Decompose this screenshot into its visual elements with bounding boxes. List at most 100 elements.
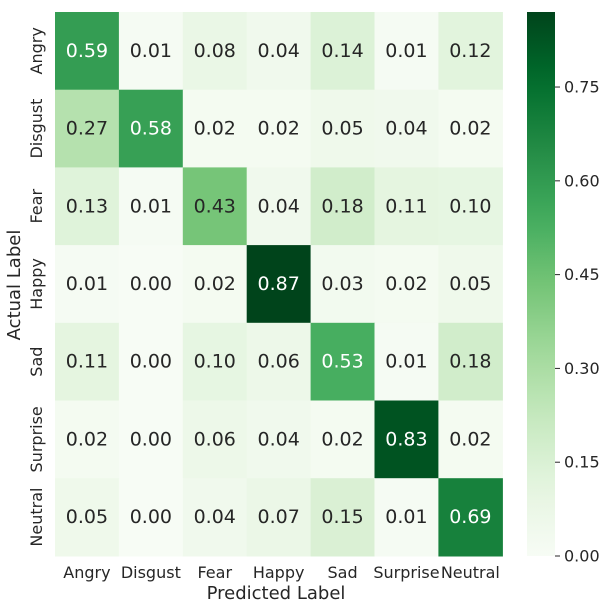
heatmap-cell: [118, 89, 184, 168]
heatmap-value-label: 0.00: [130, 351, 172, 373]
heatmap-value-label: 0.43: [194, 195, 236, 217]
x-axis-tick-labels: Angry Disgust Fear Happy Sad Surprise Neutral: [63, 563, 500, 582]
y-tick-label: Sad: [27, 347, 46, 377]
heatmap-value-label: 0.01: [385, 506, 427, 528]
heatmap-value-label: 0.02: [257, 118, 299, 140]
colorbar-tick-label: 0.75: [564, 78, 600, 97]
heatmap-value-label: 0.07: [257, 506, 299, 528]
heatmap-cell: [55, 245, 120, 324]
heatmap-value-label: 0.02: [194, 273, 236, 295]
heatmap-cell: [310, 12, 376, 91]
heatmap-cell: [374, 167, 439, 246]
heatmap-value-label: 0.05: [321, 118, 363, 140]
heatmap-value-label: 0.87: [257, 273, 299, 295]
colorbar-tick-label: 0.60: [564, 171, 600, 190]
heatmap-value-label: 0.06: [257, 351, 299, 373]
x-tick-label: Surprise: [373, 563, 439, 582]
colorbar-tick-label: 0.30: [564, 359, 600, 378]
heatmap-value-label: 0.02: [449, 428, 491, 450]
heatmap-value-label: 0.02: [321, 428, 363, 450]
heatmap-value-label: 0.10: [194, 351, 236, 373]
colorbar-tick-label: 0.00: [564, 547, 600, 566]
x-tick-label: Neutral: [441, 563, 500, 582]
heatmap-cell: [118, 245, 184, 324]
heatmap-value-label: 0.02: [194, 118, 236, 140]
heatmap-cell: [438, 12, 503, 91]
heatmap-cell: [246, 322, 312, 402]
heatmap-value-label: 0.14: [321, 40, 363, 62]
heatmap-cell: [438, 322, 503, 402]
heatmap-cell: [118, 478, 184, 557]
heatmap-cell: [438, 167, 503, 246]
heatmap-cell: [55, 478, 120, 557]
heatmap-cell: [438, 400, 503, 479]
y-tick-label: Neutral: [27, 488, 46, 547]
heatmap-cell: [182, 400, 248, 479]
heatmap-cell: [246, 245, 312, 324]
heatmap-cell: [374, 245, 439, 324]
heatmap-value-label: 0.00: [130, 428, 172, 450]
heatmap-value-label: 0.02: [449, 118, 491, 140]
heatmap-value-label: 0.01: [385, 40, 427, 62]
heatmap-cell: [246, 478, 312, 557]
heatmap-cell: [374, 322, 439, 402]
y-tick-label: Surprise: [27, 406, 46, 472]
heatmap-value-label: 0.11: [66, 351, 108, 373]
heatmap-value-label: 0.01: [130, 195, 172, 217]
heatmap-value-label: 0.58: [130, 118, 172, 140]
x-axis-label: Predicted Label: [207, 583, 346, 604]
heatmap-cell: [118, 322, 184, 402]
heatmap-cell: [374, 400, 439, 479]
heatmap-cell: [55, 12, 120, 91]
heatmap-value-label: 0.11: [385, 195, 427, 217]
y-tick-label: Disgust: [27, 99, 46, 159]
heatmap-cell: [118, 167, 184, 246]
heatmap-cell: [55, 322, 120, 402]
heatmap-cell: [182, 322, 248, 402]
heatmap-value-label: 0.15: [321, 506, 363, 528]
heatmap-value-label: 0.18: [321, 195, 363, 217]
heatmap-value-label: 0.13: [66, 195, 108, 217]
heatmap-cell: [374, 12, 439, 91]
heatmap-value-label: 0.83: [385, 428, 427, 450]
heatmap-cell: [55, 167, 120, 246]
heatmap-cell: [55, 89, 120, 168]
colorbar-tick-labels: 0.00 0.15 0.30 0.45 0.60 0.75: [555, 78, 600, 566]
heatmap-value-label: 0.05: [66, 506, 108, 528]
heatmap-cell: [310, 478, 376, 557]
x-tick-label: Happy: [253, 563, 305, 582]
heatmap-cell: [438, 89, 503, 168]
heatmap-value-label: 0.04: [194, 506, 236, 528]
heatmap-value-label: 0.00: [130, 506, 172, 528]
heatmap-value-label: 0.04: [257, 40, 299, 62]
y-tick-label: Fear: [27, 189, 46, 224]
x-tick-label: Fear: [197, 563, 232, 582]
heatmap-value-label: 0.00: [130, 273, 172, 295]
heatmap-cell: [246, 12, 312, 91]
heatmap-value-label: 0.04: [385, 118, 427, 140]
heatmap-cell: [246, 89, 312, 168]
heatmap-cell: [182, 478, 248, 557]
heatmap-cell: [246, 167, 312, 246]
heatmap-cell: [438, 245, 503, 324]
heatmap-cell: [182, 89, 248, 168]
heatmap-value-label: 0.02: [385, 273, 427, 295]
heatmap-value-label: 0.02: [66, 428, 108, 450]
colorbar-tick-label: 0.45: [564, 265, 600, 284]
x-tick-label: Sad: [327, 563, 357, 582]
heatmap-value-label: 0.69: [449, 506, 491, 528]
heatmap-cell: [374, 89, 439, 168]
y-axis-label: Actual Label: [4, 230, 25, 341]
heatmap-value-label: 0.10: [449, 195, 491, 217]
heatmap-value-label: 0.01: [130, 40, 172, 62]
heatmap-cell: [310, 89, 376, 168]
heatmap-value-label: 0.01: [385, 351, 427, 373]
heatmap-cell: [118, 12, 184, 91]
heatmap-cell: [374, 478, 439, 557]
colorbar: 0.00 0.15 0.30 0.45 0.60 0.75: [527, 12, 600, 566]
y-axis-tick-labels: Angry Disgust Fear Happy Sad Surprise Neutral: [27, 27, 46, 546]
x-tick-label: Angry: [63, 563, 110, 582]
heatmap-cell: [246, 400, 312, 479]
heatmap-value-label: 0.18: [449, 351, 491, 373]
